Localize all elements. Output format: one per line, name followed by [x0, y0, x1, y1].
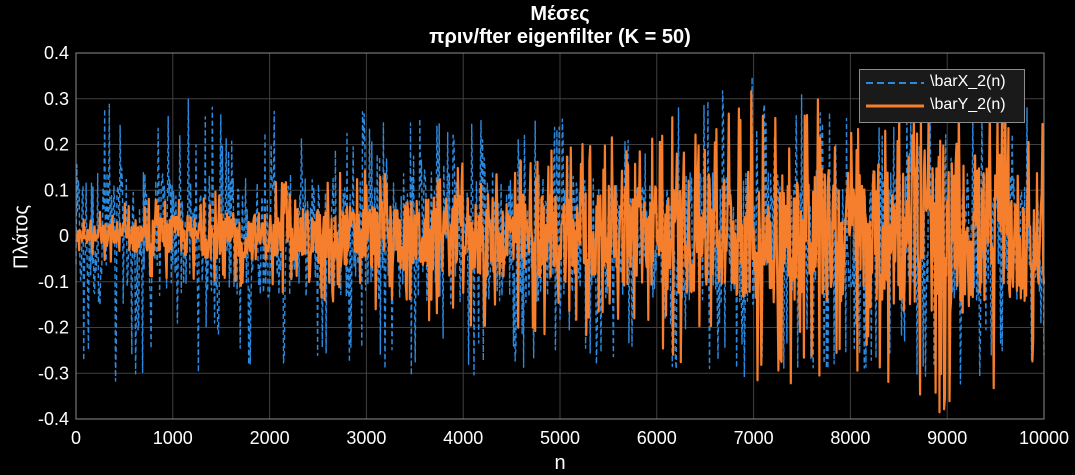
y-tick-label: 0.1: [44, 180, 69, 200]
x-tick-label: 4000: [443, 428, 483, 448]
series-y-line: [75, 90, 1046, 414]
y-tick-label: -0.3: [38, 363, 69, 383]
x-tick-label: 9000: [927, 428, 967, 448]
legend-item-barY2: \barY_2(n): [860, 95, 1024, 117]
y-tick-label: -0.2: [38, 318, 69, 338]
x-axis-label: n: [554, 452, 566, 474]
y-axis-label: Πλάτος: [10, 204, 33, 270]
legend-label-barX2: \barX_2(n): [930, 73, 1006, 90]
y-tick-label: 0: [59, 226, 69, 246]
tick-labels: 0 1000 2000 3000 4000 5000 6000 7000 8000 9000 100…: [38, 43, 1069, 448]
x-tick-label: 0: [71, 428, 81, 448]
x-tick-label: 10000: [1019, 428, 1069, 448]
legend-label-barY2: \barY_2(n): [930, 96, 1006, 113]
y-tick-label: 0.3: [44, 89, 69, 109]
chart-title: Μέσες: [530, 3, 590, 25]
x-tick-label: 2000: [250, 428, 290, 448]
x-tick-label: 7000: [734, 428, 774, 448]
legend-item-barX2: \barX_2(n): [860, 72, 1024, 94]
x-tick-label: 8000: [830, 428, 870, 448]
chart-legend: \barX_2(n) \barY_2(n): [859, 69, 1025, 123]
x-tick-label: 5000: [540, 428, 580, 448]
legend-swatch-solid: [866, 104, 924, 108]
y-tick-label: -0.4: [38, 409, 69, 429]
x-tick-label: 3000: [346, 428, 386, 448]
legend-swatch-dashed: [866, 82, 924, 84]
series-x-line: [75, 76, 1045, 385]
x-tick-label: 1000: [153, 428, 193, 448]
axes-box: [75, 52, 1045, 420]
series-barX2: [75, 76, 1045, 385]
y-tick-label: 0.4: [44, 43, 69, 63]
y-tick-label: -0.1: [38, 272, 69, 292]
series-barY2: [75, 90, 1046, 414]
x-tick-label: 6000: [637, 428, 677, 448]
y-tick-label: 0.2: [44, 135, 69, 155]
chart-subtitle: πριν/fter eigenfilter (K = 50): [429, 26, 691, 48]
